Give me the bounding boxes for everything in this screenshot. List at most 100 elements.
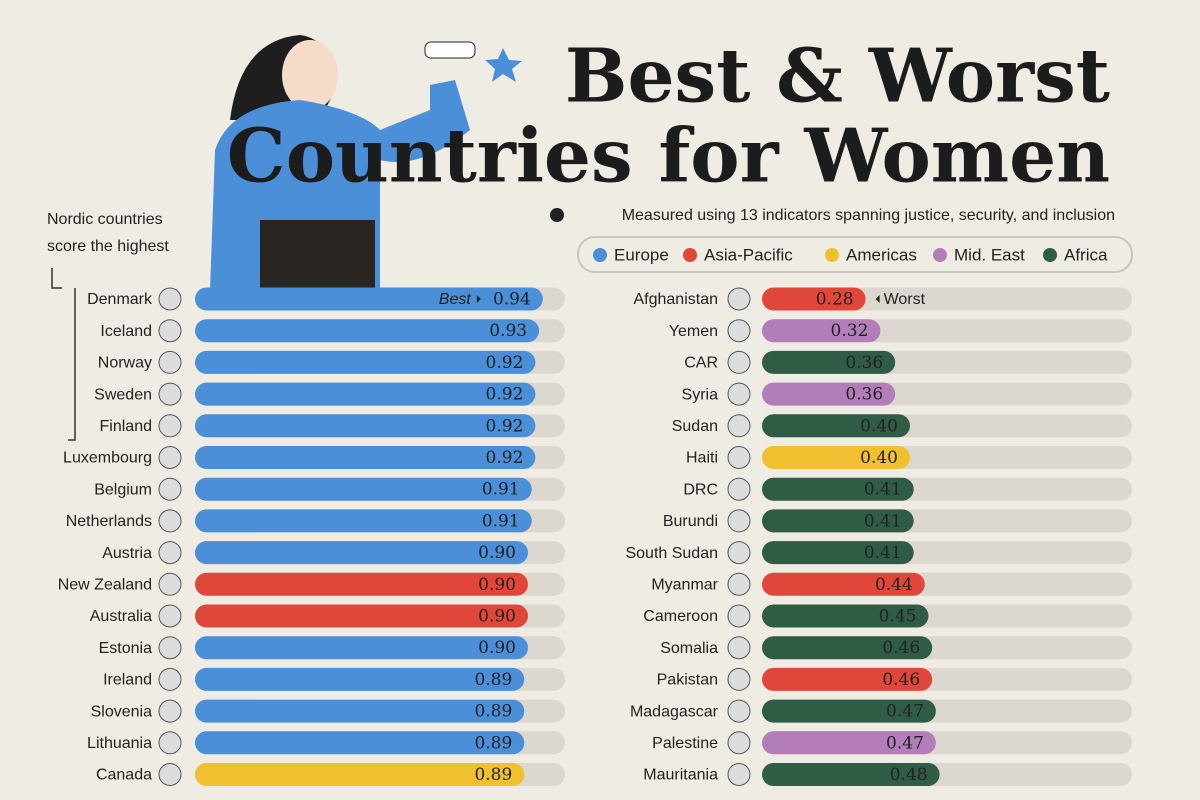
value-label: 0.89 — [474, 765, 512, 785]
value-label: 0.89 — [474, 733, 512, 753]
flag — [158, 350, 182, 374]
bar — [762, 477, 914, 501]
value-label: 0.40 — [860, 448, 898, 468]
flag — [727, 446, 751, 469]
legend-swatch — [593, 248, 607, 262]
value-label: 0.41 — [864, 511, 902, 531]
value-label: 0.90 — [478, 543, 516, 563]
bar — [762, 699, 936, 723]
flag — [727, 541, 751, 565]
flag — [158, 763, 182, 786]
category-label: Sudan — [672, 418, 718, 435]
arrow — [875, 295, 880, 303]
bar — [762, 319, 881, 343]
flag — [158, 667, 182, 691]
bar — [195, 636, 528, 660]
bar — [195, 699, 525, 723]
value-label: 0.89 — [474, 670, 512, 690]
flag — [727, 731, 751, 755]
title-line: Countries for Women — [227, 114, 1110, 200]
category-label: Australia — [90, 608, 152, 625]
bar — [195, 319, 540, 343]
category-label: Estonia — [99, 640, 152, 657]
category-label: Iceland — [100, 323, 152, 340]
legend-label: Americas — [846, 245, 917, 264]
info-icon — [550, 208, 564, 222]
bar — [762, 731, 936, 755]
illustration — [210, 35, 522, 290]
category-label: Yemen — [669, 323, 718, 340]
annotation: Best — [439, 291, 472, 308]
category-label: Palestine — [652, 735, 718, 752]
value-label: 0.28 — [816, 290, 854, 310]
value-label: 0.90 — [478, 575, 516, 595]
flag — [727, 477, 751, 501]
legend-swatch — [933, 248, 947, 262]
bar — [762, 414, 910, 438]
flag — [727, 572, 751, 596]
category-label: Pakistan — [657, 672, 718, 689]
bar — [195, 382, 536, 406]
bar — [762, 667, 933, 691]
bar — [195, 287, 543, 311]
category-label: Denmark — [87, 291, 153, 308]
flag — [158, 699, 182, 723]
category-label: Luxembourg — [63, 450, 152, 467]
value-label: 0.89 — [474, 702, 512, 722]
value-label: 0.46 — [882, 670, 920, 690]
value-label: 0.92 — [486, 353, 524, 373]
flag — [158, 572, 182, 596]
bar — [762, 350, 896, 374]
bar — [762, 604, 929, 628]
category-label: Mauritania — [643, 767, 718, 784]
flag — [727, 763, 751, 786]
legend-swatch — [825, 248, 839, 262]
category-label: Cameroon — [643, 608, 718, 625]
value-label: 0.41 — [864, 480, 902, 500]
category-label: Belgium — [94, 481, 152, 498]
flag — [727, 604, 751, 628]
value-label: 0.94 — [493, 290, 531, 310]
category-label: Syria — [682, 386, 719, 403]
legend-label: Mid. East — [954, 245, 1025, 264]
flag — [727, 350, 751, 374]
legend-box — [577, 236, 1133, 273]
bar — [195, 350, 536, 374]
flag — [158, 414, 182, 438]
category-label: Canada — [96, 767, 152, 784]
title-line: Best & Worst — [565, 34, 1110, 120]
category-label: Ireland — [103, 672, 152, 689]
value-label: 0.36 — [845, 353, 883, 373]
value-label: 0.91 — [482, 480, 520, 500]
note: Nordic countries — [47, 211, 163, 228]
bar — [762, 509, 914, 533]
value-label: 0.91 — [482, 511, 520, 531]
category-label: Somalia — [660, 640, 718, 657]
flag — [727, 667, 751, 691]
bar — [195, 572, 528, 596]
value-label: 0.36 — [845, 385, 883, 405]
flag — [158, 287, 182, 311]
flag — [727, 414, 751, 438]
value-label: 0.47 — [886, 733, 924, 753]
value-label: 0.92 — [486, 385, 524, 405]
category-label: Sweden — [94, 386, 152, 403]
bar — [195, 731, 525, 755]
note: score the highest — [47, 238, 169, 255]
category-label: New Zealand — [58, 577, 152, 594]
subtitle: Measured using 13 indicators spanning ju… — [622, 207, 1115, 224]
category-label: Burundi — [663, 513, 718, 530]
category-label: Norway — [98, 355, 152, 372]
category-label: Afghanistan — [633, 291, 718, 308]
flag — [158, 604, 182, 628]
category-label: CAR — [684, 355, 718, 372]
bar — [195, 509, 532, 533]
bar — [762, 636, 933, 660]
arrow — [476, 295, 481, 303]
bar — [195, 541, 528, 565]
value-label: 0.92 — [486, 416, 524, 436]
category-label: Lithuania — [87, 735, 152, 752]
bar — [762, 382, 896, 406]
flag — [727, 287, 751, 311]
bar — [195, 604, 528, 628]
